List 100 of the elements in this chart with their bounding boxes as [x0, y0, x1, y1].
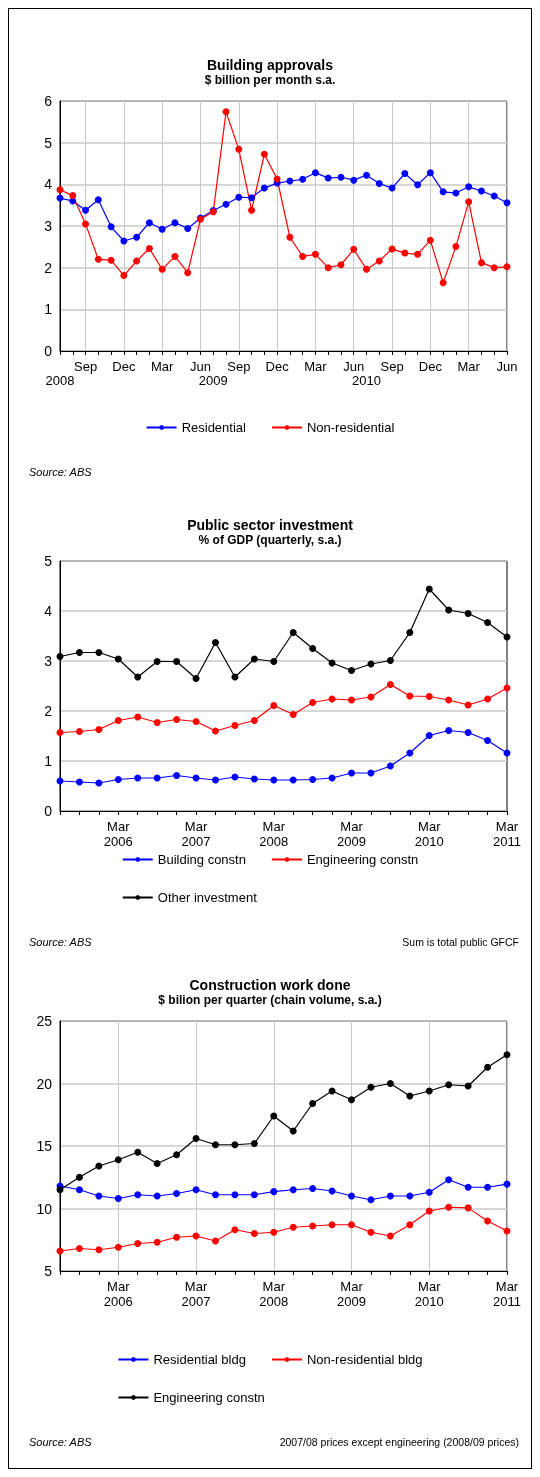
point — [248, 194, 256, 202]
chart-subtitle: % of GDP (quarterly, s.a.) — [198, 533, 342, 547]
text: 2007/08 prices except engineering (2008/09 prices) — [279, 1435, 520, 1448]
point — [406, 1092, 414, 1100]
point — [134, 713, 142, 721]
point — [464, 729, 472, 736]
y-tick-label: 5 — [44, 553, 53, 569]
point — [406, 1192, 414, 1200]
point — [406, 1221, 414, 1229]
point — [235, 193, 243, 201]
point — [173, 1233, 181, 1241]
point — [363, 265, 371, 273]
point — [114, 1243, 122, 1251]
chart-title: Construction work done — [189, 977, 351, 993]
point — [75, 728, 83, 735]
point — [289, 1186, 297, 1194]
y-tick-label: 3 — [44, 218, 53, 234]
point — [75, 649, 83, 656]
point — [465, 183, 473, 191]
point — [211, 639, 219, 646]
y-tick-label: 3 — [44, 653, 53, 669]
point — [324, 264, 332, 272]
x-tick-label: Sep — [73, 359, 98, 374]
x-tick-label: Mar 2009 — [337, 1279, 366, 1309]
point — [289, 1127, 297, 1135]
point — [309, 645, 317, 652]
point — [445, 1081, 453, 1089]
point — [248, 206, 256, 214]
point — [289, 776, 297, 784]
point — [231, 1141, 239, 1149]
point — [114, 1195, 122, 1202]
point — [260, 150, 268, 158]
point — [184, 269, 192, 277]
point — [173, 772, 181, 779]
point — [114, 717, 122, 724]
point — [386, 762, 394, 770]
point — [439, 188, 447, 196]
point — [184, 225, 192, 232]
y-tick-label: 5 — [44, 134, 53, 151]
point — [173, 1151, 181, 1159]
point — [375, 180, 383, 187]
point — [337, 261, 345, 269]
point — [425, 732, 433, 739]
point — [426, 236, 434, 244]
point — [134, 1240, 142, 1247]
point — [270, 776, 278, 784]
point — [75, 1186, 83, 1194]
point — [350, 245, 358, 253]
point — [324, 174, 332, 182]
x-tick-label: Mar 2011 — [493, 819, 521, 849]
y-tick-label: 20 — [36, 1075, 53, 1092]
x-tick-label: Mar — [457, 359, 481, 374]
point — [158, 225, 166, 233]
point — [299, 252, 307, 260]
legend-label: Other investment — [157, 890, 258, 905]
point — [464, 1183, 472, 1191]
point — [211, 1237, 219, 1245]
point — [465, 198, 473, 206]
point — [250, 717, 258, 724]
point — [484, 619, 492, 626]
point — [289, 1223, 297, 1231]
x-tick-label: Sep — [227, 359, 251, 374]
point — [425, 1207, 433, 1215]
point — [309, 1185, 317, 1192]
source-note: Source: ABS — [29, 465, 93, 478]
legend-label: Engineering constn — [306, 852, 419, 867]
point — [114, 776, 122, 783]
point — [477, 259, 485, 267]
x-tick-label: Dec — [265, 359, 290, 374]
point — [367, 1196, 375, 1204]
point — [250, 655, 258, 663]
x-tick-label: Dec — [418, 359, 443, 374]
y-tick-label: 6 — [44, 93, 53, 109]
point — [134, 774, 142, 782]
point — [414, 250, 422, 258]
x-tick-label: 2010 — [352, 373, 381, 388]
y-tick-label: 2 — [44, 703, 53, 719]
point — [211, 1191, 219, 1199]
point — [235, 145, 243, 153]
point — [406, 692, 414, 700]
point — [350, 176, 358, 184]
point — [484, 1063, 492, 1071]
point — [173, 716, 181, 723]
point — [270, 658, 278, 665]
chart-title: Public sector investment — [187, 517, 354, 533]
y-tick-label: 2 — [44, 259, 53, 276]
point — [153, 1160, 161, 1167]
y-tick-label: 4 — [44, 603, 53, 619]
point — [133, 257, 141, 265]
point — [401, 170, 409, 177]
point — [484, 737, 492, 744]
x-tick-label: Mar 2007 — [181, 1279, 211, 1309]
point — [309, 776, 317, 783]
point — [120, 272, 128, 280]
point — [484, 1183, 492, 1191]
x-tick-label: 2008 — [45, 373, 75, 388]
point — [145, 245, 153, 252]
point — [375, 257, 383, 265]
point — [414, 181, 422, 189]
point — [490, 192, 498, 200]
